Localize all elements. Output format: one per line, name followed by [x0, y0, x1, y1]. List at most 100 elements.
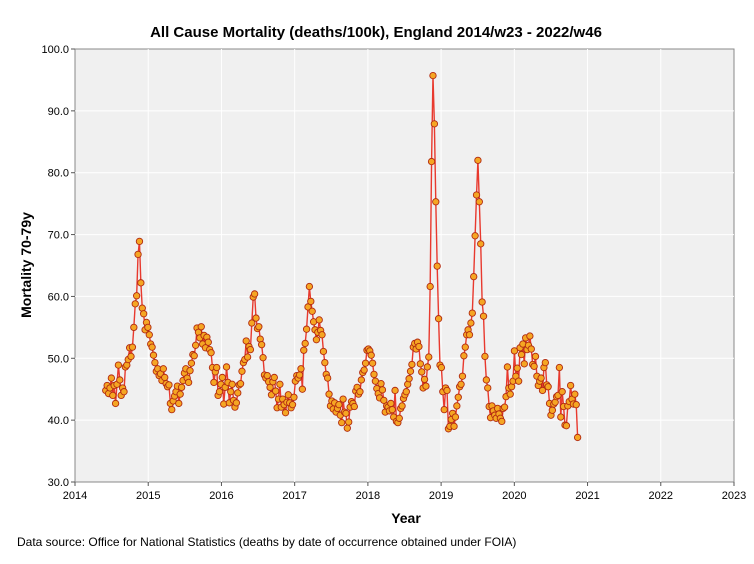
- data-point: [257, 341, 266, 349]
- data-point: [378, 386, 387, 394]
- data-point: [236, 379, 245, 388]
- data-point: [405, 375, 413, 383]
- data-point: [148, 343, 156, 351]
- data-point: [335, 401, 343, 409]
- data-point: [530, 362, 538, 370]
- data-point: [325, 390, 333, 398]
- data-point: [222, 363, 231, 371]
- data-point: [527, 345, 535, 353]
- data-point: [406, 367, 415, 375]
- data-point: [305, 282, 314, 291]
- data-point: [175, 399, 183, 408]
- data-point: [471, 232, 479, 240]
- data-point: [165, 381, 173, 389]
- data-point: [252, 314, 260, 322]
- y-tick-label: 90.0: [48, 106, 69, 118]
- data-point: [377, 379, 385, 388]
- data-point: [302, 325, 311, 333]
- data-point: [470, 272, 478, 281]
- data-point: [398, 402, 406, 410]
- data-point: [301, 339, 309, 348]
- data-point: [128, 343, 137, 351]
- data-point: [370, 370, 378, 379]
- data-point: [380, 396, 388, 404]
- data-point: [571, 390, 579, 398]
- data-point: [159, 365, 167, 373]
- data-point: [520, 360, 528, 368]
- data-point: [515, 377, 523, 385]
- data-point: [426, 282, 434, 291]
- data-point: [367, 351, 375, 359]
- data-point: [187, 359, 196, 367]
- data-point: [145, 331, 153, 339]
- data-point: [562, 422, 571, 430]
- data-point: [342, 409, 350, 417]
- data-point: [130, 323, 138, 332]
- data-point: [391, 386, 399, 395]
- data-point: [111, 399, 120, 408]
- data-point: [572, 401, 580, 409]
- data-point: [259, 354, 267, 362]
- data-point: [107, 374, 116, 382]
- data-point: [242, 337, 250, 345]
- data-point: [161, 373, 169, 382]
- x-tick-label: 2018: [356, 490, 380, 502]
- data-point: [350, 402, 358, 411]
- data-point: [288, 401, 297, 409]
- data-point: [197, 323, 205, 331]
- y-tick-label: 60.0: [48, 291, 69, 303]
- data-point: [517, 350, 526, 359]
- data-point: [248, 319, 256, 327]
- y-tick-label: 80.0: [48, 168, 69, 180]
- data-point: [461, 343, 469, 351]
- data-point: [458, 372, 467, 380]
- data-point: [243, 353, 252, 361]
- data-point: [356, 388, 364, 396]
- data-point: [425, 353, 433, 361]
- data-point: [132, 292, 141, 300]
- data-point: [555, 363, 564, 372]
- data-point: [213, 363, 221, 372]
- data-point: [176, 390, 184, 398]
- data-point: [432, 198, 440, 206]
- grid: [75, 49, 734, 482]
- data-point: [116, 376, 124, 384]
- data-point: [531, 352, 540, 361]
- data-point: [474, 156, 482, 164]
- data-point: [228, 380, 236, 388]
- x-tick-label: 2023: [722, 490, 746, 502]
- data-point: [437, 363, 446, 372]
- x-tick-label: 2017: [282, 490, 306, 502]
- data-point: [109, 391, 117, 400]
- chart-title: All Cause Mortality (deaths/100k), Engla…: [150, 24, 602, 41]
- data-point: [319, 347, 328, 356]
- data-point: [558, 388, 566, 396]
- data-point: [430, 120, 439, 128]
- data-point: [360, 366, 368, 374]
- data-point: [318, 331, 326, 339]
- data-point: [304, 303, 312, 311]
- plot-area: [74, 48, 735, 483]
- data-point: [190, 352, 198, 360]
- data-point: [207, 349, 215, 357]
- data-point: [339, 395, 347, 403]
- data-point: [210, 378, 218, 387]
- data-point: [440, 405, 448, 414]
- data-point: [460, 352, 468, 360]
- data-point: [422, 382, 430, 390]
- data-point: [557, 413, 565, 421]
- data-point: [114, 361, 123, 369]
- data-point: [506, 390, 514, 398]
- data-point: [149, 351, 158, 359]
- data-point: [361, 359, 370, 367]
- data-point: [454, 393, 462, 401]
- data-point: [281, 409, 290, 417]
- x-tick-label: 2020: [502, 490, 526, 502]
- data-point: [215, 388, 224, 396]
- data-point: [457, 380, 465, 388]
- data-point: [395, 414, 403, 422]
- data-point: [548, 406, 556, 414]
- data-point: [453, 402, 461, 410]
- data-point: [429, 71, 437, 80]
